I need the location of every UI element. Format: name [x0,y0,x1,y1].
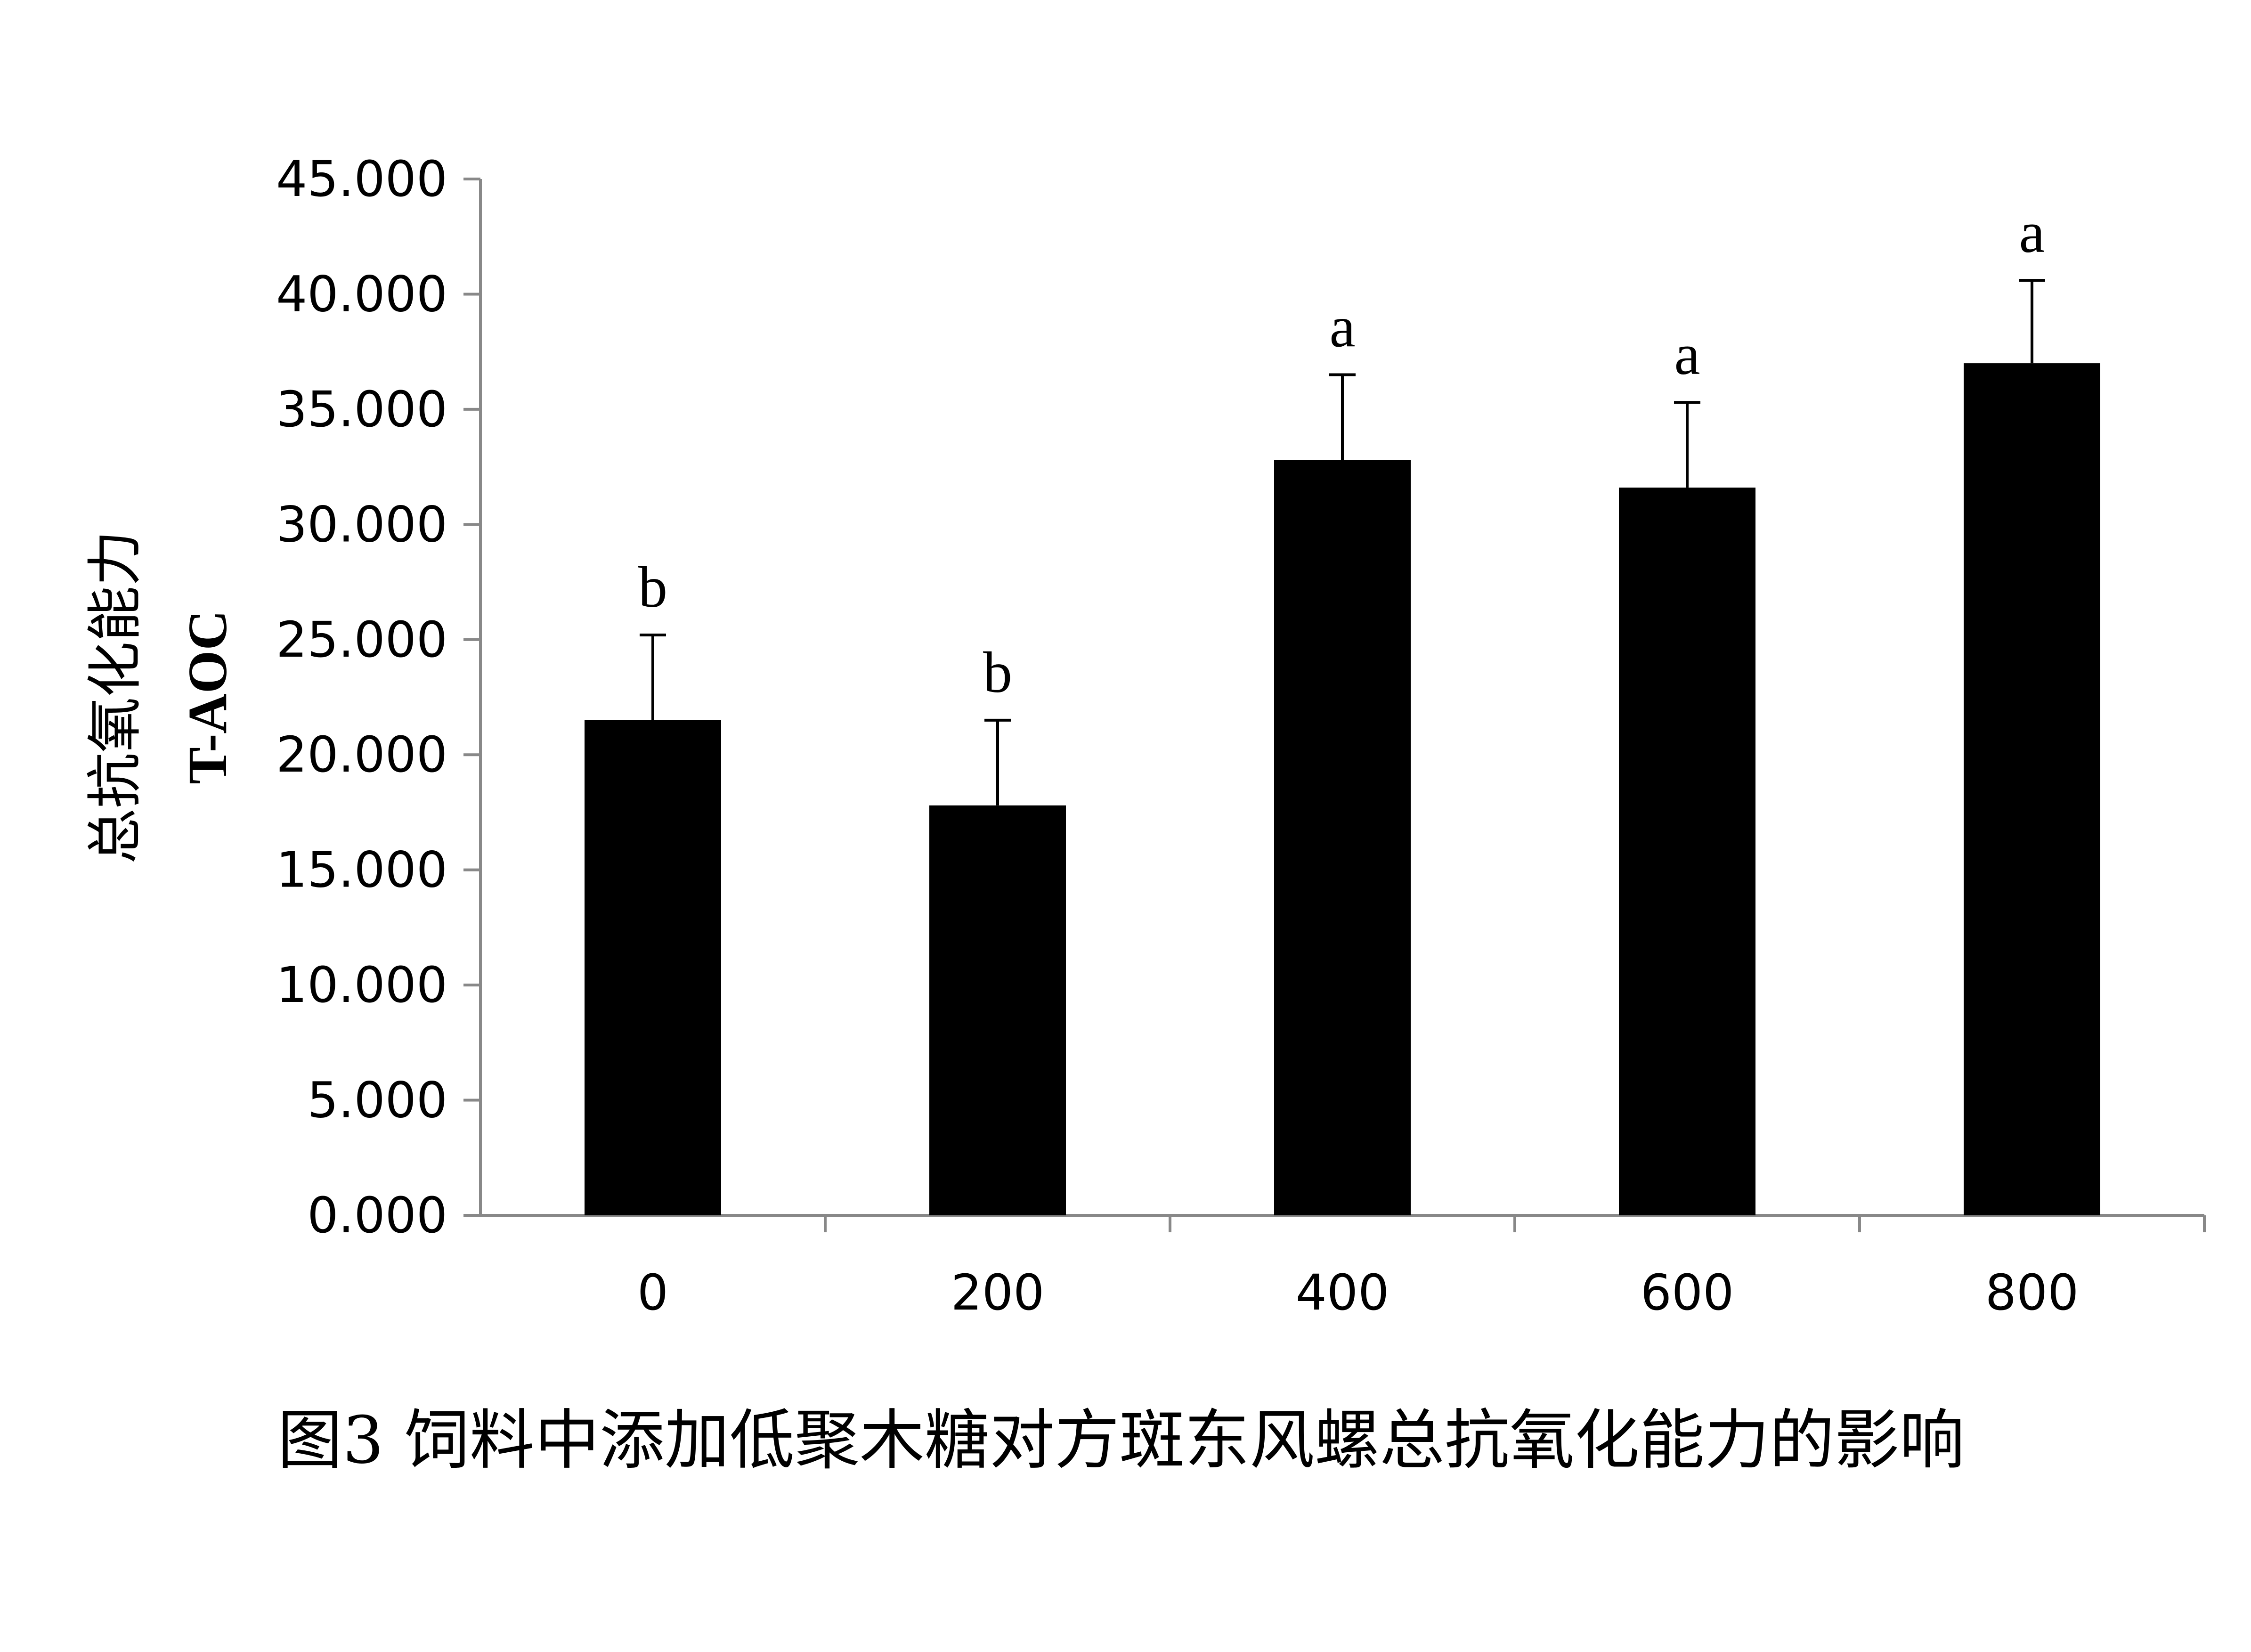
y-tick-label: 40.000 [276,265,447,323]
y-tick-label: 25.000 [276,611,447,668]
x-tick-label: 400 [1296,1264,1390,1321]
bar-800 [1964,363,2100,1215]
y-tick-label: 35.000 [276,381,447,438]
y-tick-label: 15.000 [276,841,447,899]
y-tick-label: 20.000 [276,726,447,783]
y-axis-sublabel: T-AOC [177,610,238,784]
x-tick-label: 800 [1985,1264,2079,1321]
significance-label-800: a [2019,200,2045,265]
y-tick-label: 30.000 [276,496,447,553]
bar-series: b b a a a [585,200,2100,1215]
y-tick-label: 10.000 [276,956,447,1014]
bar-600 [1619,488,1755,1215]
x-tick-label: 600 [1641,1264,1734,1321]
figure-caption: 图3 饲料中添加低聚木糖对方斑东风螺总抗氧化能力的影响 [277,1402,1965,1478]
y-tick-label: 0.000 [307,1187,447,1244]
x-tick-label: 0 [637,1264,668,1321]
significance-label-0: b [638,555,667,619]
bar-0 [585,720,721,1215]
y-tick-label: 5.000 [307,1072,447,1129]
bar-200 [929,805,1066,1215]
significance-label-200: b [983,640,1012,705]
x-tick-label: 200 [951,1264,1045,1321]
significance-label-400: a [1329,295,1355,359]
x-axis-ticks: 0 200 400 600 800 [637,1215,2206,1321]
significance-label-600: a [1674,322,1700,387]
y-axis-title: 总抗氧化能力 T-AOC [82,530,238,864]
y-tick-label: 45.000 [276,150,447,208]
y-axis-ticks: 0.000 5.000 10.000 15.000 20.000 25.000 30.000… [276,150,480,1244]
y-axis-label: 总抗氧化能力 [82,530,147,864]
bar-400 [1274,460,1411,1215]
